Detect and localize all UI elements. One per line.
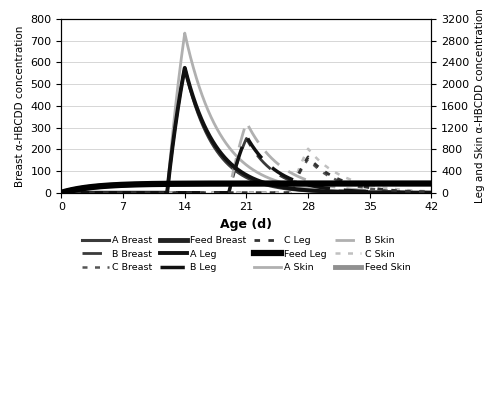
Y-axis label: Leg and Skin α-HBCDD concentration: Leg and Skin α-HBCDD concentration xyxy=(475,8,485,203)
Legend: A Breast, B Breast, C Breast, Feed Breast, A Leg, B Leg, C Leg, Feed Leg, A Skin: A Breast, B Breast, C Breast, Feed Breas… xyxy=(78,232,414,276)
Y-axis label: Breast α-HBCDD concentration: Breast α-HBCDD concentration xyxy=(15,25,25,187)
X-axis label: Age (d): Age (d) xyxy=(220,218,272,231)
